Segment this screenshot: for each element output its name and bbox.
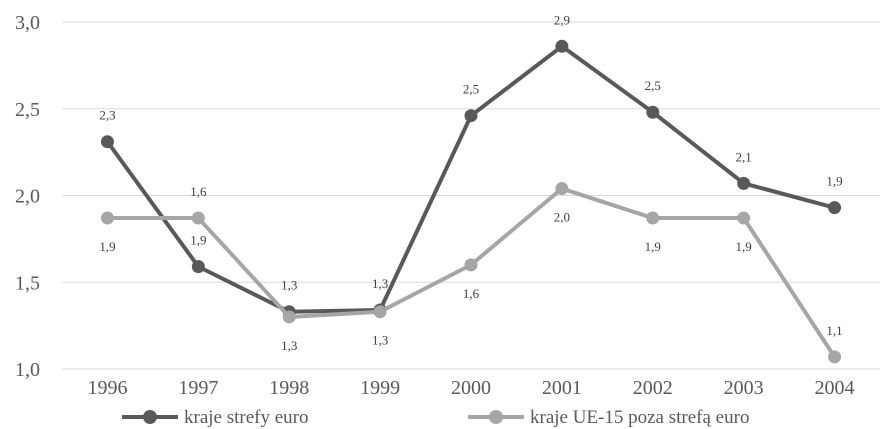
data-point	[464, 109, 478, 123]
x-tick-label: 2000	[451, 377, 491, 399]
data-point	[464, 258, 478, 272]
data-label: 1,3	[281, 338, 297, 353]
y-tick-label: 2,5	[15, 99, 40, 121]
series-line-2	[105, 186, 837, 359]
gridlines	[62, 21, 880, 370]
x-tick-label: 2004	[815, 377, 855, 399]
x-tick-label: 1996	[87, 377, 127, 399]
data-label: 1,3	[372, 276, 388, 291]
legend-entry-label: kraje UE-15 poza strefą euro	[530, 407, 749, 428]
x-tick-label: 1998	[269, 377, 309, 399]
data-label: 1,9	[99, 239, 115, 254]
data-label: 1,6	[190, 184, 207, 199]
data-point	[555, 182, 569, 196]
data-label: 1,9	[826, 174, 842, 189]
x-tick-label: 1997	[178, 377, 218, 399]
x-tick-label: 2002	[633, 377, 673, 399]
y-axis-ticks: 1,0 1,5 2,0 2,5 3,0	[15, 12, 40, 381]
data-point	[646, 211, 660, 225]
data-label: 2,5	[463, 82, 479, 97]
data-point	[828, 350, 842, 364]
data-label: 2,9	[554, 12, 570, 27]
data-point	[100, 211, 114, 225]
y-tick-label: 1,0	[15, 359, 40, 381]
x-tick-label: 2001	[542, 377, 582, 399]
y-tick-label: 3,0	[15, 12, 40, 34]
data-point	[282, 310, 296, 324]
data-point	[555, 39, 569, 53]
series-group	[100, 39, 842, 364]
data-point	[373, 305, 387, 319]
data-label: 1,9	[190, 233, 206, 248]
data-label: 2,0	[554, 210, 570, 225]
legend-marker	[143, 410, 157, 424]
data-point	[737, 176, 751, 190]
y-tick-label: 2,0	[15, 186, 40, 208]
data-label: 1,6	[463, 286, 480, 301]
data-point	[828, 201, 842, 215]
data-labels: 2,3 1,9 1,3 1,3 2,5 2,9 2,5 2,1 1,9 1,9 1,6 1,3 1,3 1…	[99, 12, 842, 353]
data-point	[646, 105, 660, 119]
legend-entry-label: kraje strefy euro	[184, 407, 309, 428]
data-point	[191, 211, 205, 225]
data-label: 2,3	[99, 108, 115, 123]
data-point	[737, 211, 751, 225]
data-label: 1,3	[281, 278, 297, 293]
data-point	[100, 135, 114, 149]
x-tick-label: 1999	[360, 377, 400, 399]
legend: kraje strefy euro kraje UE-15 poza strefą…	[122, 407, 749, 428]
x-axis-ticks: 1996 1997 1998 1999 2000 2001 2002 2003 2004	[87, 377, 854, 399]
data-label: 2,5	[645, 78, 661, 93]
data-label: 2,1	[736, 149, 752, 164]
data-label: 1,3	[372, 333, 388, 348]
data-point	[191, 260, 205, 274]
y-tick-label: 1,5	[15, 272, 40, 294]
data-label: 1,9	[645, 239, 661, 254]
x-tick-label: 2003	[724, 377, 764, 399]
legend-marker	[489, 410, 503, 424]
data-label: 1,9	[736, 239, 752, 254]
data-label: 1,1	[826, 323, 842, 338]
